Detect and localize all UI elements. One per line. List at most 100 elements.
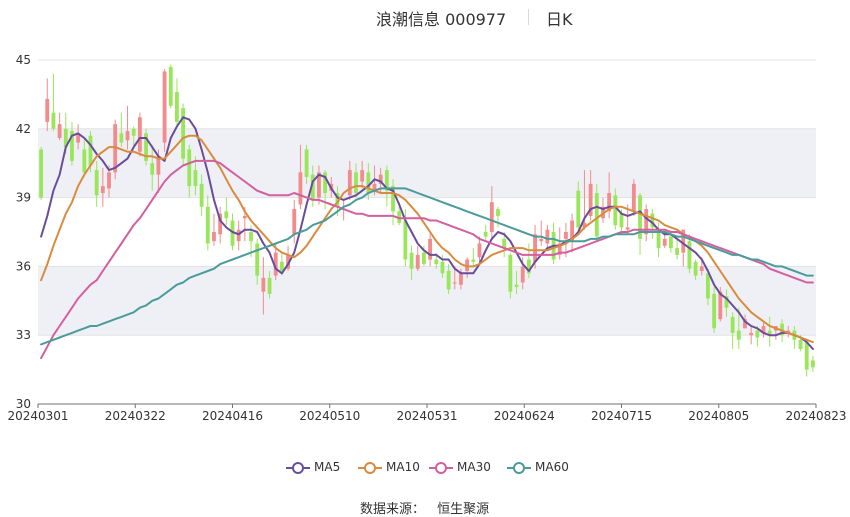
candle-body [323,172,328,194]
candle-body [39,149,44,198]
candle-body [798,339,803,349]
candle-body [613,195,618,226]
candle-body [45,98,50,122]
candle-body [415,254,420,269]
candle-body [372,183,377,191]
candle-body [545,229,550,244]
candle-body [662,238,667,246]
candle-body [421,252,426,265]
candle-body [150,163,155,175]
legend-marker-icon [507,462,531,474]
candle-body [452,282,457,284]
candle-body [687,241,692,269]
candle-body [718,291,723,320]
grid-band [38,266,816,336]
x-tick-label: 20240510 [299,409,360,423]
x-tick-label: 20240301 [7,409,68,423]
candle-body [261,277,266,292]
candle-body [384,170,389,191]
candle-body [514,284,519,288]
legend-marker-dot [364,462,376,474]
series-line-ma5 [40,116,814,350]
candle-body [582,222,587,228]
candle-body [199,183,204,207]
candle-body [644,209,649,235]
candle-body [681,229,686,253]
y-tick-label: 39 [16,191,31,205]
candle-body [193,170,198,187]
candle-body [255,243,260,276]
candle-body [749,332,754,336]
legend-marker-dot [435,462,447,474]
candle-body [168,66,173,106]
candle-body [675,248,679,255]
candle-body [434,259,439,265]
candle-body [706,273,710,299]
y-tick-label: 36 [16,259,31,273]
candle-body [175,92,179,122]
legend-marker-icon [358,462,382,474]
candle-body [631,183,636,212]
candle-body [786,330,791,333]
candle-body [638,195,642,239]
candle-body [292,209,297,235]
candle-body [459,273,463,285]
candle-body [273,252,278,276]
candle-body [317,172,321,198]
candle-body [230,220,235,246]
candle-body [366,172,371,194]
candle-body [354,172,358,194]
x-tick-label: 20240823 [785,409,846,423]
candle-body [125,131,130,141]
candle-body [730,316,735,333]
y-tick-label: 33 [16,328,31,342]
candle-body [557,243,562,255]
x-tick-label: 20240624 [494,409,555,423]
candle-body [304,149,309,177]
legend-label: MA60 [535,460,569,474]
candle-body [761,326,766,333]
candle-body [526,259,531,274]
candle-body [440,261,445,274]
candle-body [181,108,186,159]
chart-title-row: 浪潮信息 000977 日K [0,6,850,29]
data-source-value: 恒生聚源 [437,502,490,517]
chart-title: 浪潮信息 000977 [376,10,507,29]
candle-body [137,117,142,152]
legend-marker-icon [286,462,310,474]
legend-label: MA10 [386,460,420,474]
candle-body [804,342,809,370]
candle-body [310,174,315,200]
candle-body [267,277,272,294]
candle-body [100,186,105,194]
candle-body [650,213,655,228]
candle-body [483,232,488,237]
candle-body [131,128,136,136]
candle-body [51,112,56,129]
candle-body [279,261,284,271]
grid-band [38,128,816,198]
candle-body [576,190,581,228]
candle-body [94,170,99,196]
candle-body [539,238,544,242]
candle-body [335,193,340,207]
data-source: 数据来源： 恒生聚源 [360,498,489,517]
series-line-ma30 [40,159,814,360]
candle-body [607,193,612,212]
candle-body [236,229,241,242]
candle-body [298,172,303,205]
candle-body [502,238,507,249]
candle-body [212,232,216,242]
candle-body [57,124,62,138]
candle-body [119,133,124,143]
y-tick-label: 30 [16,397,31,411]
legend-marker-icon [429,462,453,474]
candle-body [668,236,673,249]
candle-body [409,252,414,269]
candle-body [693,261,698,276]
candle-body [496,209,500,216]
candle-body [471,259,476,262]
candle-body [286,254,290,269]
candle-body [70,131,74,161]
title-divider [528,9,529,25]
